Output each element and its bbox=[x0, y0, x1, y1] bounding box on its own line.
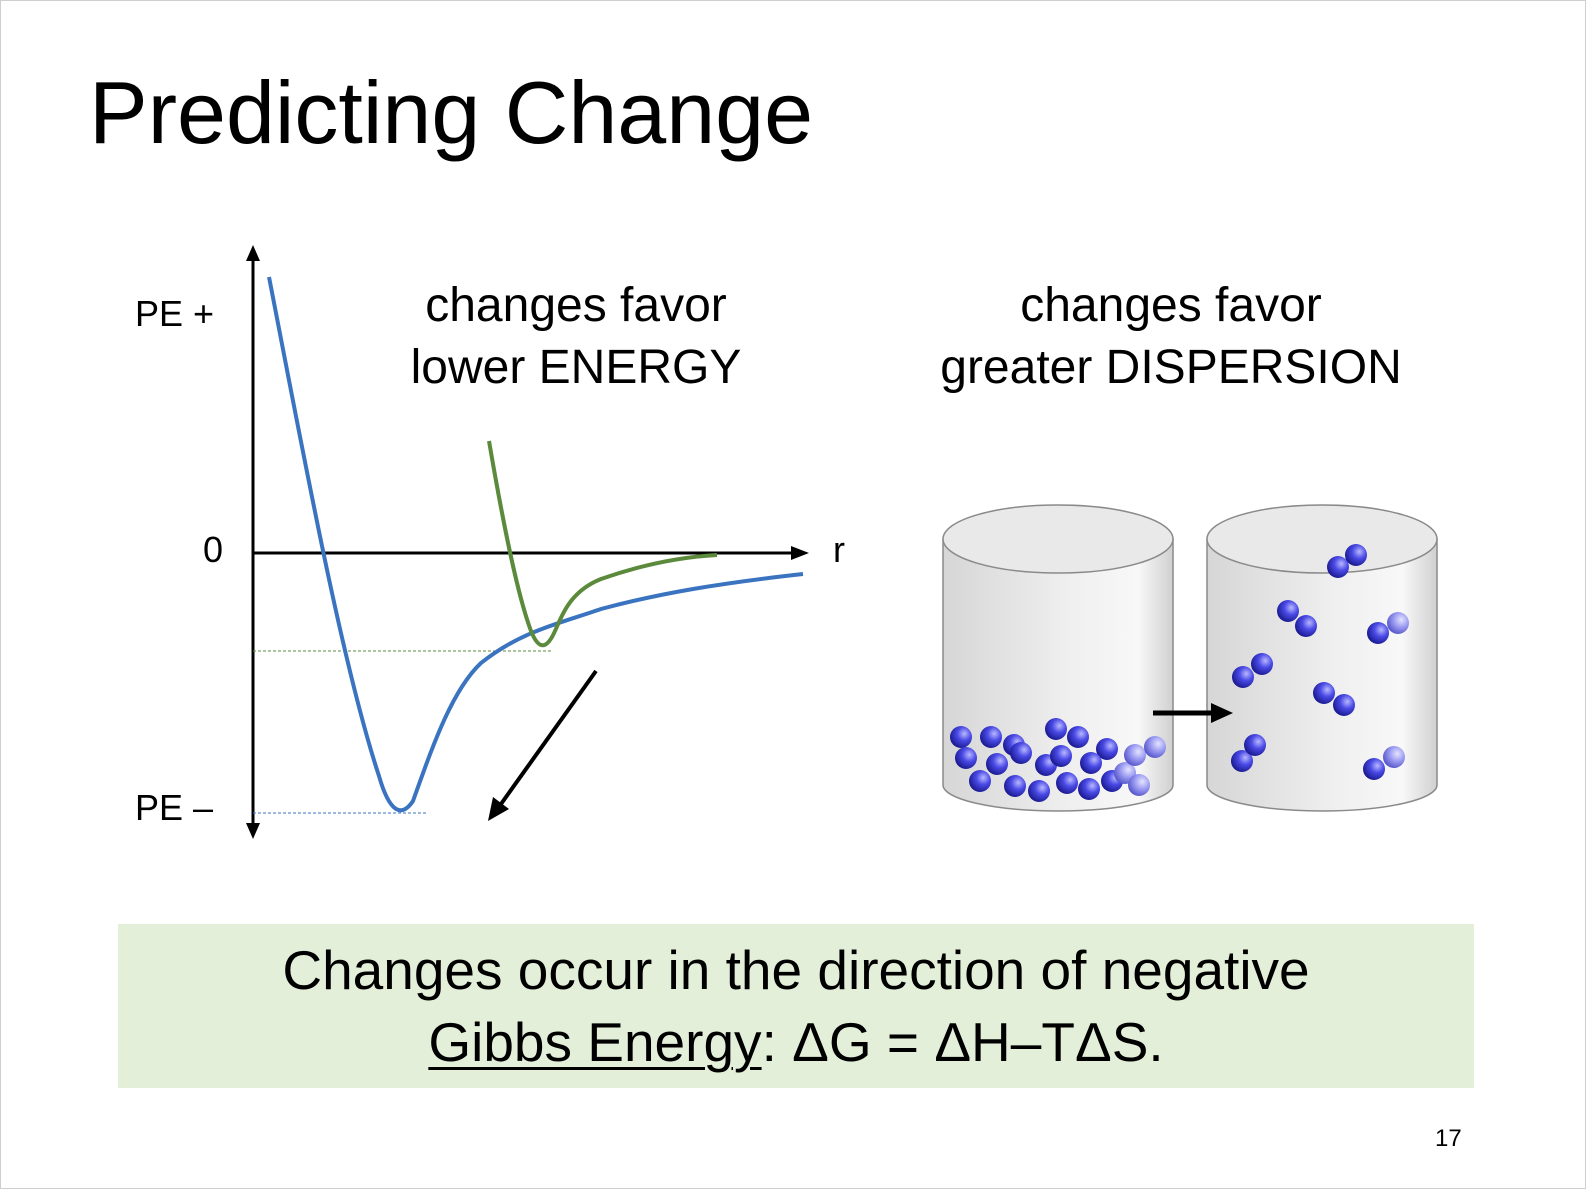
dispersion-caption-line-1: changes favor bbox=[1020, 279, 1322, 332]
y-axis-arrow-down bbox=[246, 823, 260, 839]
particles-left bbox=[950, 718, 1166, 802]
energy-caption-line-2: lower ENERGY bbox=[410, 341, 742, 394]
y-axis-bottom-label: PE – bbox=[135, 787, 214, 828]
graph-axes bbox=[246, 245, 809, 839]
y-axis-zero-label: 0 bbox=[203, 529, 224, 570]
summary-box: Changes occur in the direction of negati… bbox=[118, 924, 1474, 1088]
y-axis-arrow-up bbox=[246, 245, 260, 261]
page-number: 17 bbox=[1435, 1125, 1462, 1152]
dispersion-caption-line-2: greater DISPERSION bbox=[940, 341, 1402, 394]
x-axis-label: r bbox=[833, 529, 845, 570]
energy-caption-line-1: changes favor bbox=[425, 279, 727, 332]
gibbs-energy-term: Gibbs Energy bbox=[428, 1011, 762, 1073]
gibbs-equation: : ΔG = ΔH–TΔS. bbox=[761, 1011, 1164, 1073]
particles-right bbox=[1231, 544, 1409, 780]
dispersion-arrowhead bbox=[1211, 703, 1233, 723]
slide-title: Predicting Change bbox=[89, 63, 814, 162]
energy-trend-arrowhead bbox=[488, 797, 509, 821]
energy-caption: changes favor lower ENERGY bbox=[361, 275, 791, 399]
blue-potential-curve bbox=[267, 276, 804, 813]
green-potential-curve bbox=[487, 440, 718, 648]
summary-line-1: Changes occur in the direction of negati… bbox=[282, 939, 1310, 1001]
y-axis-top-label: PE + bbox=[135, 293, 215, 334]
x-axis-arrow bbox=[791, 546, 809, 560]
energy-trend-arrow bbox=[494, 669, 598, 813]
dispersion-caption: changes favor greater DISPERSION bbox=[901, 275, 1441, 399]
